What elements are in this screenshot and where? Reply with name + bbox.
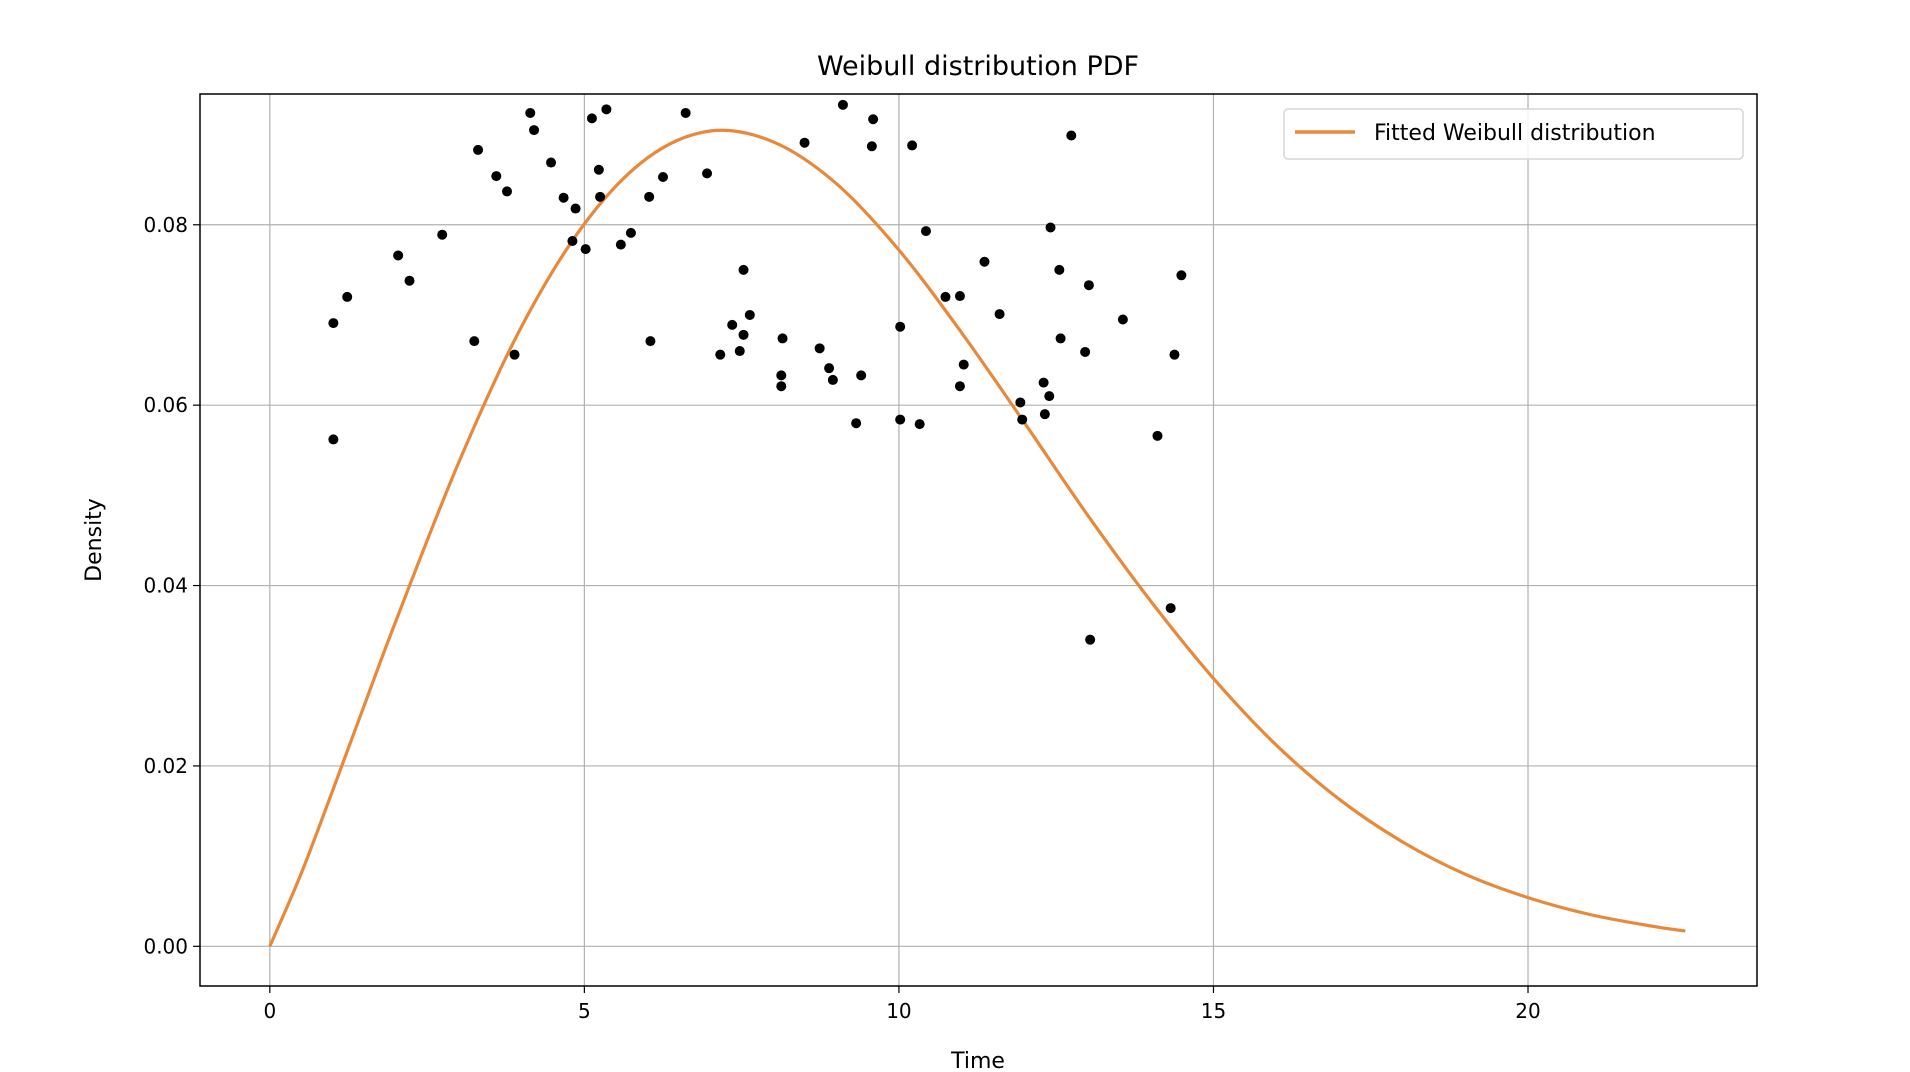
- y-axis-label: Density: [82, 498, 107, 582]
- weibull-fit-line: [268, 128, 1686, 947]
- legend: Fitted Weibull distribution: [1283, 108, 1744, 160]
- data-point: [644, 191, 655, 202]
- data-point: [727, 319, 738, 330]
- data-point: [895, 414, 906, 425]
- y-tick-label: 0.00: [143, 934, 188, 958]
- y-tick-label: 0.06: [143, 393, 188, 417]
- data-point: [1152, 430, 1163, 441]
- data-point: [342, 291, 353, 302]
- data-point: [979, 256, 990, 267]
- x-tick-label: 5: [578, 999, 591, 1023]
- data-point: [570, 203, 581, 214]
- data-point: [1038, 377, 1049, 388]
- data-point: [1054, 264, 1065, 275]
- chart-title: Weibull distribution PDF: [817, 51, 1139, 82]
- data-point: [501, 186, 512, 197]
- data-point: [776, 370, 787, 381]
- data-point: [837, 99, 848, 110]
- x-tick-label: 0: [263, 999, 276, 1023]
- data-point: [715, 349, 726, 360]
- data-point: [851, 418, 862, 429]
- data-point: [702, 168, 713, 179]
- data-point: [586, 113, 597, 124]
- data-point: [994, 309, 1005, 320]
- data-point: [593, 164, 604, 175]
- data-point: [920, 226, 931, 237]
- x-axis-label: Time: [950, 1049, 1005, 1072]
- data-point: [625, 227, 636, 238]
- data-point: [738, 329, 749, 340]
- data-point: [1117, 314, 1128, 325]
- data-point: [1066, 130, 1077, 141]
- data-point: [1045, 222, 1056, 233]
- data-point: [954, 291, 965, 302]
- data-point: [914, 419, 925, 430]
- data-point: [658, 171, 669, 182]
- data-point: [328, 434, 339, 445]
- data-point: [1044, 391, 1055, 402]
- data-point: [645, 336, 656, 347]
- data-point: [546, 157, 557, 168]
- x-tick-label: 20: [1515, 999, 1540, 1023]
- data-point: [954, 381, 965, 392]
- data-point: [1176, 270, 1187, 281]
- data-point: [814, 343, 825, 354]
- data-point: [799, 137, 810, 148]
- data-point: [1017, 414, 1028, 425]
- y-tick-label: 0.02: [143, 754, 188, 778]
- data-point: [558, 192, 569, 203]
- data-point: [1055, 333, 1066, 344]
- legend-label: Fitted Weibull distribution: [1374, 121, 1656, 146]
- data-point: [1015, 397, 1026, 408]
- data-point: [940, 291, 951, 302]
- legend-box: [1283, 108, 1744, 160]
- data-point: [1085, 634, 1096, 645]
- data-point: [437, 229, 448, 240]
- data-point: [404, 275, 415, 286]
- data-point: [509, 349, 520, 360]
- data-point: [1169, 349, 1180, 360]
- data-point: [866, 141, 877, 152]
- y-tick-label: 0.04: [143, 574, 188, 598]
- data-point: [777, 333, 788, 344]
- scatter-layer: [328, 99, 1187, 645]
- data-point: [824, 363, 835, 374]
- data-point: [738, 264, 749, 275]
- data-point: [907, 140, 918, 151]
- data-point: [958, 359, 969, 370]
- data-point: [601, 104, 612, 115]
- data-point: [525, 107, 536, 118]
- data-point: [615, 239, 626, 250]
- data-point: [491, 171, 502, 182]
- data-point: [393, 250, 404, 261]
- data-point: [827, 374, 838, 385]
- x-tick-label: 15: [1201, 999, 1226, 1023]
- data-point: [529, 125, 540, 136]
- data-point: [734, 346, 745, 357]
- data-point: [856, 370, 867, 381]
- data-point: [595, 191, 606, 202]
- plot-frame: [199, 93, 1758, 987]
- curve-layer: [268, 128, 1686, 947]
- data-point: [680, 107, 691, 118]
- y-tick-label: 0.08: [143, 213, 188, 237]
- data-point: [328, 318, 339, 329]
- data-point: [580, 244, 591, 255]
- x-tick-label: 10: [886, 999, 911, 1023]
- data-point: [895, 321, 906, 332]
- grid: [200, 94, 1757, 986]
- data-point: [744, 309, 755, 320]
- data-point: [1083, 280, 1094, 291]
- data-point: [776, 381, 787, 392]
- data-point: [469, 336, 480, 347]
- data-point: [1039, 409, 1050, 420]
- ticks: 0 5 10 15 20 0.00 0.02 0.04 0.06 0.08: [143, 213, 1540, 1023]
- data-point: [1080, 346, 1091, 357]
- data-point: [1165, 603, 1176, 614]
- data-point: [567, 236, 578, 247]
- data-point: [868, 114, 879, 125]
- data-point: [473, 144, 484, 155]
